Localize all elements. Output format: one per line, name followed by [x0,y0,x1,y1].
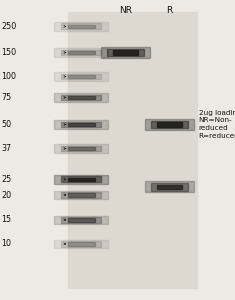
Bar [151,183,188,191]
Bar [68,147,94,150]
Bar [61,176,101,182]
Bar [68,123,94,126]
Bar [151,121,188,128]
Text: 15: 15 [1,215,11,224]
Bar [54,22,108,31]
Text: 100: 100 [1,72,16,81]
Bar [68,51,94,54]
Bar [68,178,94,181]
Bar [61,217,101,223]
Bar [68,218,94,221]
Bar [68,194,94,197]
Bar [68,12,197,288]
Bar [114,50,138,55]
Bar [61,122,101,128]
Bar [54,120,108,129]
Bar [54,191,108,199]
Bar [54,72,108,81]
Text: 10: 10 [1,239,11,248]
Bar [145,182,194,192]
Bar [54,175,108,184]
Bar [101,47,150,58]
Bar [145,119,194,130]
Bar [54,93,108,102]
Bar [54,48,108,57]
Text: 25: 25 [1,175,12,184]
Bar [61,192,101,198]
Text: R: R [166,6,172,15]
Bar [157,122,181,127]
Bar [54,216,108,224]
Text: 50: 50 [1,120,11,129]
Text: 2ug loading
NR=Non-
reduced
R=reduced: 2ug loading NR=Non- reduced R=reduced [199,110,235,140]
Text: 150: 150 [1,48,16,57]
Text: 75: 75 [1,93,12,102]
Bar [68,242,94,245]
Bar [61,94,101,100]
Bar [68,25,94,28]
Text: 20: 20 [1,190,11,200]
Bar [61,241,101,247]
Bar [54,144,108,153]
Text: NR: NR [119,6,132,15]
Bar [107,49,144,56]
Bar [54,240,108,248]
Bar [68,75,94,78]
Bar [61,50,101,56]
Text: 37: 37 [1,144,11,153]
Bar [61,23,101,29]
Text: 250: 250 [1,22,16,31]
Bar [61,74,101,80]
Bar [68,96,94,99]
Bar [61,146,101,152]
Bar [157,185,181,189]
